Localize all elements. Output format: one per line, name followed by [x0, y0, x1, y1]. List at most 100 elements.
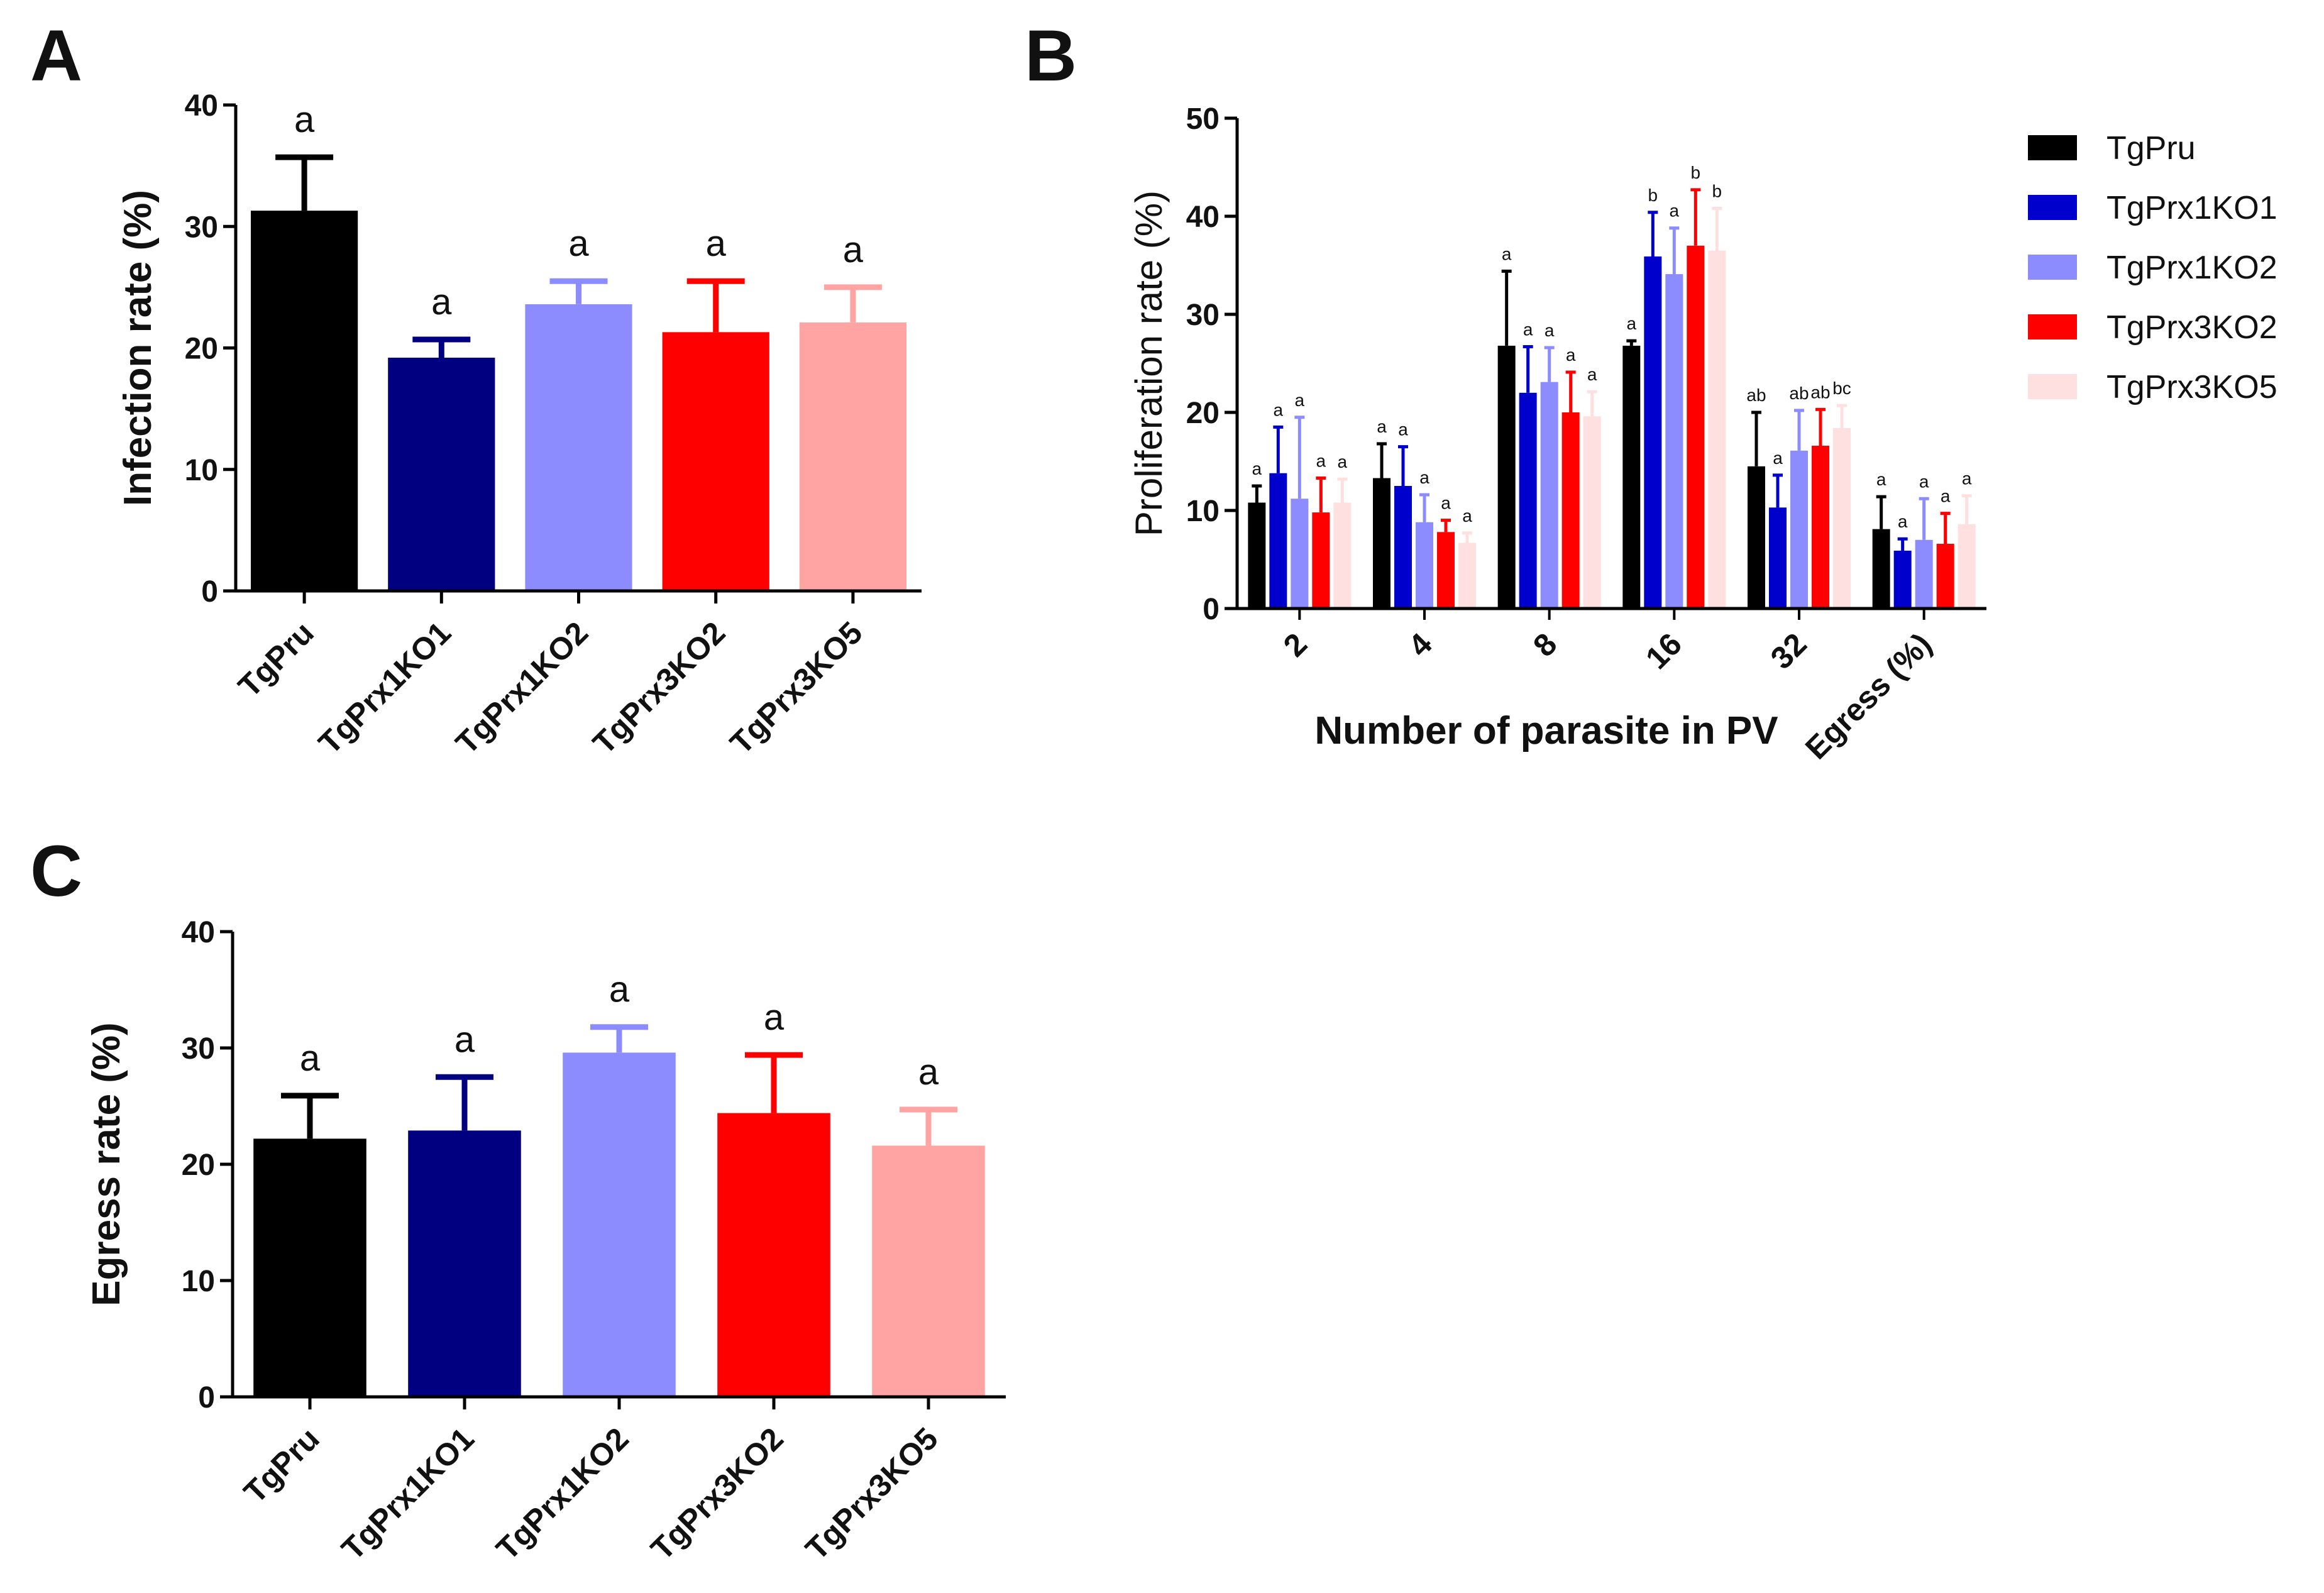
bar-TgPrx3KO5-4	[1833, 427, 1851, 609]
legend-label: TgPrx1KO2	[2106, 250, 2277, 286]
bar-TgPrx3KO5-5	[1958, 524, 1976, 609]
significance-label: a	[1919, 471, 1929, 491]
y-tick-label: 20	[185, 333, 218, 366]
significance-label: a	[1419, 468, 1429, 487]
bar-TgPrx3KO2	[717, 1113, 830, 1397]
significance-label: a	[1545, 321, 1555, 340]
bar-TgPrx3KO5-2	[1583, 416, 1601, 609]
significance-label: a	[568, 223, 589, 264]
bar-TgPrx1KO1-0	[1269, 473, 1287, 609]
y-axis-title: Infection rate (%)	[116, 190, 160, 506]
bar-TgPrx1KO2-3	[1665, 274, 1683, 609]
bar-TgPru-0	[1248, 502, 1266, 609]
bar-TgPrx1KO2-0	[1291, 499, 1309, 609]
significance-label: a	[1274, 400, 1284, 419]
bar-TgPrx1KO1	[408, 1130, 521, 1397]
y-tick-label: 40	[1186, 201, 1220, 234]
legend-label: TgPrx3KO2	[2106, 309, 2277, 346]
y-tick-label: 10	[1186, 495, 1220, 528]
y-tick-label: 10	[182, 1265, 215, 1298]
y-tick-label: 30	[1186, 299, 1220, 332]
bar-TgPrx1KO1-1	[1394, 486, 1412, 609]
bar-TgPrx1KO1-5	[1893, 550, 1912, 609]
legend-swatch-TgPrx1KO2	[2028, 255, 2077, 280]
significance-label: a	[1627, 314, 1637, 333]
bar-TgPrx1KO2-2	[1540, 382, 1558, 609]
bar-TgPru	[253, 1138, 366, 1397]
panel-letter-c: C	[30, 831, 82, 912]
significance-label: b	[1648, 185, 1658, 205]
panel-letter-b: B	[1025, 16, 1077, 96]
bar-TgPru	[251, 211, 358, 591]
bar-TgPrx3KO2-4	[1812, 446, 1829, 609]
x-axis-title: Number of parasite in PV	[1314, 709, 1778, 752]
bar-TgPru-1	[1373, 478, 1391, 609]
significance-label: a	[1502, 244, 1512, 263]
bar-TgPrx1KO2-4	[1790, 450, 1808, 609]
significance-label: a	[1876, 470, 1886, 489]
legend-swatch-TgPrx3KO5	[2028, 374, 2077, 399]
y-tick-label: 50	[1186, 102, 1220, 136]
bar-TgPrx3KO5-3	[1708, 250, 1726, 609]
significance-label: a	[1587, 365, 1597, 384]
bar-TgPrx3KO2	[662, 332, 769, 591]
panel-letter-a: A	[30, 16, 82, 96]
significance-label: a	[1462, 506, 1472, 526]
y-tick-label: 10	[185, 454, 218, 487]
y-tick-label: 30	[182, 1032, 215, 1066]
bar-TgPrx3KO2-1	[1437, 532, 1455, 609]
significance-label: a	[764, 997, 785, 1038]
significance-label: a	[1441, 493, 1451, 513]
significance-label: a	[1773, 448, 1783, 468]
legend-label: TgPrx1KO1	[2106, 190, 2277, 226]
significance-label: a	[1316, 451, 1326, 471]
bar-TgPrx3KO2-3	[1687, 245, 1705, 609]
significance-label: a	[1252, 459, 1262, 478]
significance-label: a	[431, 282, 452, 322]
y-axis-title: Proliferation rate (%)	[1128, 190, 1170, 536]
bar-TgPrx3KO2-0	[1312, 512, 1330, 609]
significance-label: a	[1377, 417, 1387, 436]
y-tick-label: 40	[182, 916, 215, 949]
significance-label: b	[1691, 163, 1701, 182]
bar-TgPrx3KO5-0	[1333, 502, 1352, 609]
bar-TgPrx3KO2-5	[1936, 544, 1954, 609]
bar-TgPrx3KO5	[872, 1145, 985, 1397]
y-tick-label: 20	[1186, 397, 1220, 430]
y-tick-label: 20	[182, 1149, 215, 1182]
bar-TgPru-4	[1748, 466, 1765, 609]
bar-TgPrx1KO2	[525, 304, 632, 591]
significance-label: a	[1898, 512, 1908, 531]
bar-TgPru-2	[1497, 345, 1516, 609]
significance-label: a	[294, 99, 315, 140]
significance-label: a	[1295, 390, 1305, 410]
significance-label: a	[1338, 452, 1348, 471]
bar-TgPru-5	[1872, 529, 1890, 609]
significance-label: a	[843, 229, 864, 270]
bar-TgPrx1KO1	[388, 357, 495, 591]
bar-TgPrx3KO5	[799, 322, 906, 591]
significance-label: bc	[1832, 378, 1851, 398]
significance-label: ab	[1746, 385, 1766, 405]
significance-label: a	[1962, 469, 1972, 488]
significance-label: a	[1566, 345, 1576, 365]
significance-label: ab	[1789, 383, 1809, 403]
bar-TgPrx1KO1-3	[1644, 256, 1662, 609]
bar-TgPrx3KO5-1	[1458, 543, 1476, 609]
legend-label: TgPrx3KO5	[2106, 369, 2277, 405]
significance-label: ab	[1810, 382, 1830, 402]
significance-label: a	[706, 223, 727, 264]
significance-label: a	[1398, 420, 1408, 439]
bar-TgPrx1KO1-4	[1769, 507, 1787, 609]
bar-TgPrx3KO2-2	[1561, 412, 1580, 609]
bar-TgPrx1KO2	[563, 1052, 676, 1397]
y-tick-label: 30	[185, 211, 218, 244]
significance-label: a	[1670, 201, 1680, 221]
significance-label: a	[1523, 319, 1533, 339]
significance-label: a	[1941, 487, 1951, 506]
legend-swatch-TgPrx1KO1	[2028, 195, 2077, 220]
significance-label: a	[300, 1038, 321, 1079]
significance-label: a	[609, 969, 630, 1010]
y-tick-label: 40	[185, 89, 218, 123]
